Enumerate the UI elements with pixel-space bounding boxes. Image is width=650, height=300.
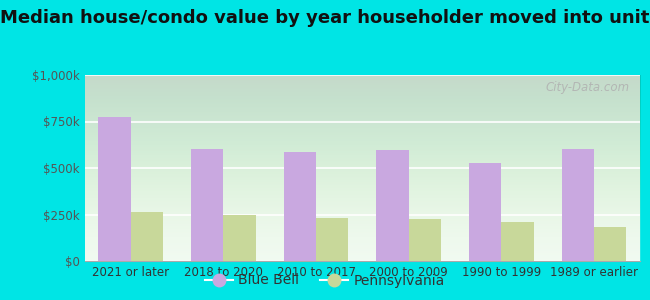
Bar [224,215,256,261]
Bar [191,149,224,261]
Bar [131,212,163,261]
Bar [501,222,534,261]
Bar [469,163,501,261]
Text: Median house/condo value by year householder moved into unit: Median house/condo value by year househo… [0,9,650,27]
Bar [316,218,348,261]
Bar [283,152,316,261]
Bar [376,150,409,261]
Legend: Blue Bell, Pennsylvania: Blue Bell, Pennsylvania [200,268,450,293]
Bar [594,226,627,261]
Bar [562,149,594,261]
Text: City-Data.com: City-Data.com [545,81,629,94]
Bar [409,219,441,261]
Bar [98,117,131,261]
